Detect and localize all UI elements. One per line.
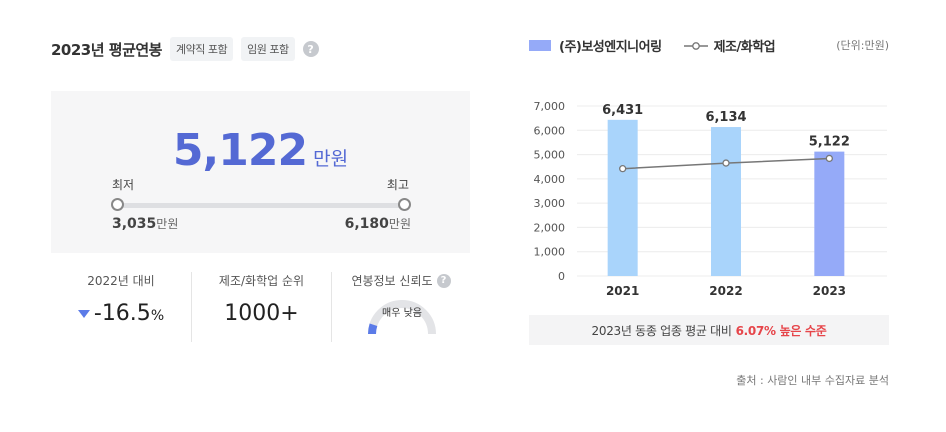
stat-yoy-suffix: % [150, 308, 165, 324]
stat-yoy-value: -16.5 [93, 301, 151, 326]
legend-industry: 제조/화학업 [713, 40, 776, 55]
industry-point [722, 159, 730, 167]
question-circle-icon[interactable]: ? [436, 273, 451, 288]
y-tick-label: 0 [558, 270, 565, 283]
max-salary-value: 6,180 [344, 216, 389, 232]
reliability-gauge [368, 300, 436, 335]
y-tick-label: 7,000 [534, 100, 566, 113]
y-tick-label: 5,000 [534, 149, 566, 162]
max-label: 최고 [386, 178, 409, 192]
average-salary-panel: 5,122 만원 최저 최고 3,035만원 6,180만원 [51, 91, 470, 253]
average-salary-unit: 만원 [313, 148, 349, 170]
range-max-handle [398, 198, 411, 211]
min-salary: 3,035만원 [112, 215, 178, 232]
min-salary-unit: 만원 [156, 217, 179, 231]
data-source: 출처 : 사람인 내부 수집자료 분석 [736, 374, 889, 387]
chip-executive-included: 임원 포함 [241, 37, 295, 61]
max-salary: 6,180만원 [345, 215, 411, 232]
stat-yoy-value-row: -16.5% [51, 301, 191, 326]
stat-reliability-label-row: 연봉정보 신뢰도 ? [332, 272, 470, 289]
average-salary: 5,122 만원 [51, 125, 470, 176]
bar [711, 127, 741, 276]
gauge-track [368, 300, 436, 335]
bar-value-label: 6,134 [705, 110, 746, 125]
range-min-handle [111, 198, 124, 211]
x-tick-label: 2022 [709, 284, 742, 298]
stat-yoy-label: 2022년 대비 [87, 274, 155, 288]
x-tick-label: 2021 [606, 284, 639, 298]
x-tick-label: 2023 [813, 284, 846, 298]
min-label: 최저 [112, 178, 135, 192]
chart-unit: (단위:만원) [836, 39, 889, 52]
legend-bar-swatch [529, 40, 551, 51]
industry-point [619, 165, 627, 173]
banner-highlight: 6.07% 높은 수준 [735, 323, 827, 338]
average-salary-value: 5,122 [172, 125, 308, 176]
y-tick-label: 6,000 [534, 124, 566, 137]
y-tick-label: 1,000 [534, 246, 566, 259]
gauge-fill [368, 323, 378, 335]
salary-bar-chart: 7,000 6,000 5,000 4,000 3,000 2,000 1,000 0 6,43… [534, 100, 887, 298]
stat-yoy: 2022년 대비 -16.5% [51, 272, 191, 342]
stat-reliability: 연봉정보 신뢰도 ? 매우 낮음 [331, 272, 470, 342]
legend-line-swatch [683, 41, 708, 50]
bar [607, 119, 638, 276]
salary-range-track [117, 203, 404, 208]
bar [814, 151, 845, 276]
chart-legend: (주)보성엔지니어링 제조/화학업 [529, 36, 776, 55]
comparison-banner: 2023년 동종 업종 평균 대비 6.07% 높은 수준 [529, 315, 889, 345]
stat-rank: 제조/화학업 순위 1000+ [191, 272, 331, 342]
banner-text: 2023년 동종 업종 평균 대비 [591, 323, 732, 338]
page-title: 2023년 평균연봉 [51, 40, 162, 59]
y-tick-label: 4,000 [534, 173, 566, 186]
legend-company: (주)보성엔지니어링 [559, 40, 662, 55]
reliability-level: 매우 낮음 [382, 308, 422, 319]
industry-point [825, 154, 833, 163]
stat-reliability-label: 연봉정보 신뢰도 [351, 274, 433, 288]
stat-rank-label: 제조/화학업 순위 [218, 274, 305, 288]
y-tick-label: 2,000 [534, 221, 566, 234]
bar-value-label: 6,431 [602, 103, 643, 118]
min-salary-value: 3,035 [112, 216, 157, 232]
stat-rank-value: 1000+ [224, 301, 299, 326]
max-salary-unit: 만원 [388, 217, 411, 231]
salary-header: 2023년 평균연봉 계약직 포함 임원 포함 ? [51, 36, 319, 62]
down-triangle-icon [77, 310, 90, 318]
y-tick-label: 3,000 [534, 197, 566, 210]
question-circle-icon[interactable]: ? [302, 41, 319, 57]
bar-value-label: 5,122 [809, 135, 850, 150]
chip-contract-included: 계약직 포함 [169, 37, 234, 61]
